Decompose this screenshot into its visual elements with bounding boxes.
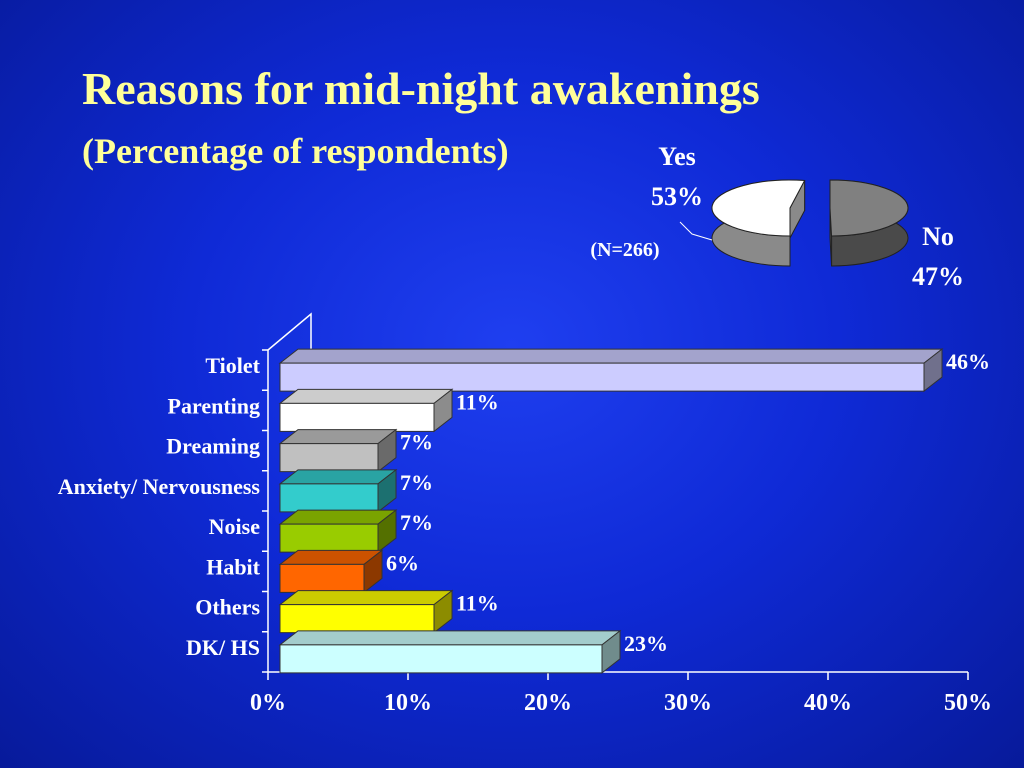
bar-top-face [278, 630, 622, 646]
category-label: Anxiety/ Nervousness [58, 474, 261, 499]
category-label: Tiolet [205, 353, 260, 378]
pie-label-yes: Yes [658, 142, 696, 171]
pie-chart: Yes 53% No 47% (N=266) [590, 142, 964, 291]
pie-sample-size-note: (N=266) [590, 239, 659, 261]
bar-value-label: 11% [456, 591, 499, 616]
bar-front-face [279, 483, 379, 513]
pie-slice-top [711, 179, 806, 237]
bar [278, 589, 454, 634]
bar-front-face [279, 523, 379, 553]
bar [278, 549, 384, 594]
category-label: Habit [206, 554, 260, 579]
x-tick-label: 20% [524, 690, 572, 716]
category-label: Parenting [168, 393, 260, 418]
pie-slice-top [829, 179, 909, 237]
bar [278, 348, 944, 393]
bar-value-label: 7% [400, 430, 433, 455]
bar-front-face [279, 644, 603, 674]
chart-subtitle: (Percentage of respondents) [82, 131, 509, 171]
bar-top-face [278, 429, 398, 445]
bar [278, 388, 454, 433]
bar [278, 428, 398, 473]
bar-top-face [278, 509, 398, 525]
bar-top-face [278, 469, 398, 485]
bar [278, 629, 622, 674]
bar-value-label: 46% [946, 349, 990, 374]
bar-value-label: 7% [400, 470, 433, 495]
bar-top-face [278, 388, 454, 404]
pie-label-no: No [922, 222, 954, 251]
pie-slice-no [829, 179, 909, 267]
x-tick-label: 50% [944, 690, 992, 716]
x-tick-label: 0% [250, 690, 286, 716]
bar-front-face [279, 563, 365, 593]
category-label: DK/ HS [186, 635, 260, 660]
bar-front-face [279, 402, 435, 432]
category-label: Noise [209, 514, 261, 539]
category-label: Dreaming [166, 434, 260, 459]
chart-title: Reasons for mid-night awakenings [82, 63, 760, 114]
x-tick-label: 10% [384, 690, 432, 716]
bar-chart-axes: 0% 10% 20% 30% 40% 50% Tiolet Parenting Dreaming… [58, 312, 992, 716]
bar-value-label: 11% [456, 389, 499, 414]
category-label: Others [195, 595, 260, 620]
bar-chart-bars: 46% 11% 7% 7% 7% 6% 11% 23% [278, 348, 990, 674]
bar-value-label: 7% [400, 510, 433, 535]
pie-leader-line [679, 221, 713, 241]
bar-value-label: 23% [624, 631, 668, 656]
x-tick-label: 30% [664, 690, 712, 716]
pie-slice-yes [711, 179, 806, 267]
bar-value-label: 6% [386, 550, 419, 575]
bar [278, 468, 398, 513]
bar [278, 509, 398, 554]
bar-top-face [278, 590, 454, 606]
pie-value-no: 47% [912, 262, 964, 291]
bar-front-face [279, 443, 379, 473]
bar-top-face [278, 348, 944, 364]
bar-front-face [279, 362, 925, 392]
x-tick-label: 40% [804, 690, 852, 716]
bar-front-face [279, 604, 435, 634]
pie-value-yes: 53% [651, 182, 703, 211]
